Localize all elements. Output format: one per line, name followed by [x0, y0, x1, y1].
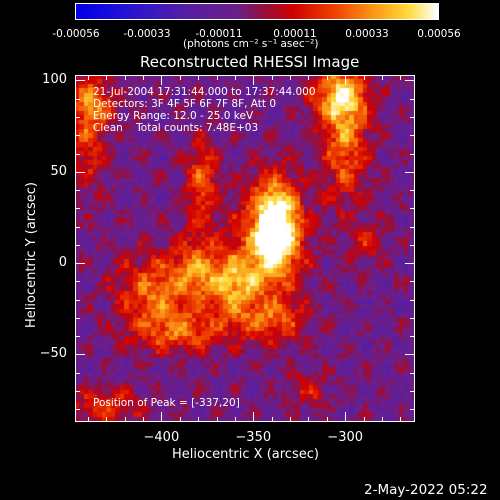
y-minor-tick — [410, 135, 415, 137]
x-minor-tick — [198, 417, 200, 422]
y-minor-tick — [75, 372, 80, 374]
x-major-tick — [253, 75, 255, 85]
y-minor-tick — [75, 281, 80, 283]
y-minor-tick — [75, 317, 80, 319]
x-tick-label: −350 — [235, 430, 272, 445]
x-major-tick — [161, 412, 163, 422]
x-minor-tick — [271, 75, 273, 80]
x-minor-tick — [179, 417, 181, 422]
y-major-tick — [405, 354, 415, 356]
x-minor-tick — [308, 417, 310, 422]
x-minor-tick — [124, 417, 126, 422]
x-minor-tick — [381, 417, 383, 422]
x-minor-tick — [124, 75, 126, 80]
y-minor-tick — [410, 190, 415, 192]
y-major-tick — [75, 354, 85, 356]
x-minor-tick — [400, 417, 402, 422]
x-minor-tick — [106, 417, 108, 422]
x-major-tick — [345, 412, 347, 422]
y-tick-label: 50 — [50, 163, 67, 179]
x-minor-tick — [198, 75, 200, 80]
x-minor-tick — [271, 417, 273, 422]
clean-counts-label: Clean Total counts: 7.48E+03 — [93, 122, 259, 134]
y-major-tick — [405, 263, 415, 265]
y-tick-label: 100 — [42, 72, 67, 88]
time-range-label: 21-Jul-2004 17:31:44.000 to 17:37:44.000 — [93, 86, 316, 98]
y-minor-tick — [410, 244, 415, 246]
colorbar-tick-label: 0.00033 — [345, 28, 389, 40]
y-minor-tick — [75, 409, 80, 411]
y-minor-tick — [75, 208, 80, 210]
y-major-tick — [405, 171, 415, 173]
y-minor-tick — [410, 409, 415, 411]
y-major-tick — [75, 171, 85, 173]
x-minor-tick — [290, 417, 292, 422]
y-minor-tick — [75, 299, 80, 301]
x-minor-tick — [290, 75, 292, 80]
y-minor-tick — [410, 281, 415, 283]
colorbar-units: (photons cm⁻² s⁻¹ asec⁻²) — [183, 38, 319, 50]
y-minor-tick — [75, 390, 80, 392]
y-major-tick — [405, 80, 415, 82]
x-minor-tick — [363, 75, 365, 80]
colorbar-tick-label: -0.00056 — [52, 28, 100, 40]
x-minor-tick — [216, 75, 218, 80]
chart-title: Reconstructed RHESSI Image — [140, 53, 360, 71]
colorbar-tick-label: -0.00011 — [195, 28, 243, 40]
x-minor-tick — [87, 417, 89, 422]
y-minor-tick — [75, 226, 80, 228]
y-axis-label: Heliocentric Y (arcsec) — [24, 182, 39, 328]
x-minor-tick — [400, 75, 402, 80]
x-minor-tick — [143, 75, 144, 80]
y-minor-tick — [410, 98, 415, 100]
y-major-tick — [75, 263, 85, 265]
y-minor-tick — [75, 336, 80, 338]
x-major-tick — [161, 75, 163, 85]
y-minor-tick — [410, 390, 415, 392]
x-minor-tick — [381, 75, 383, 80]
x-minor-tick — [106, 75, 108, 80]
x-minor-tick — [87, 75, 89, 80]
x-minor-tick — [326, 417, 328, 422]
peak-position-label: Position of Peak = [-337,20] — [93, 397, 240, 409]
y-minor-tick — [75, 244, 80, 246]
heatmap-image — [75, 75, 415, 422]
colorbar-tick-label: -0.00033 — [123, 28, 171, 40]
y-minor-tick — [75, 135, 80, 137]
x-major-tick — [345, 75, 347, 85]
y-minor-tick — [410, 117, 415, 118]
x-minor-tick — [143, 417, 144, 422]
y-minor-tick — [410, 336, 415, 338]
x-minor-tick — [363, 417, 365, 422]
y-minor-tick — [410, 299, 415, 301]
y-minor-tick — [410, 226, 415, 228]
x-minor-tick — [179, 75, 181, 80]
y-major-tick — [75, 80, 85, 82]
y-minor-tick — [410, 372, 415, 374]
colorbar-tick-label: 0.00056 — [417, 28, 461, 40]
footer-timestamp: 2-May-2022 05:22 — [364, 482, 488, 498]
y-minor-tick — [75, 117, 80, 118]
y-minor-tick — [75, 98, 80, 100]
x-major-tick — [253, 412, 255, 422]
x-minor-tick — [234, 75, 236, 80]
x-tick-label: −400 — [143, 430, 180, 445]
y-minor-tick — [75, 190, 80, 192]
x-minor-tick — [234, 417, 236, 422]
y-minor-tick — [410, 317, 415, 319]
y-minor-tick — [410, 153, 415, 155]
y-minor-tick — [75, 153, 80, 155]
x-minor-tick — [216, 417, 218, 422]
colorbar — [75, 3, 439, 20]
colorbar-tick-label: 0.00011 — [273, 28, 317, 40]
x-axis-label: Heliocentric X (arcsec) — [172, 447, 319, 462]
y-tick-label: −50 — [39, 346, 67, 362]
y-tick-label: 0 — [58, 255, 67, 271]
x-tick-label: −300 — [327, 430, 364, 445]
x-minor-tick — [308, 75, 310, 80]
detectors-label: Detectors: 3F 4F 5F 6F 7F 8F, Att 0 — [93, 98, 277, 110]
y-minor-tick — [410, 208, 415, 210]
energy-range-label: Energy Range: 12.0 - 25.0 keV — [93, 110, 254, 122]
x-minor-tick — [326, 75, 328, 80]
